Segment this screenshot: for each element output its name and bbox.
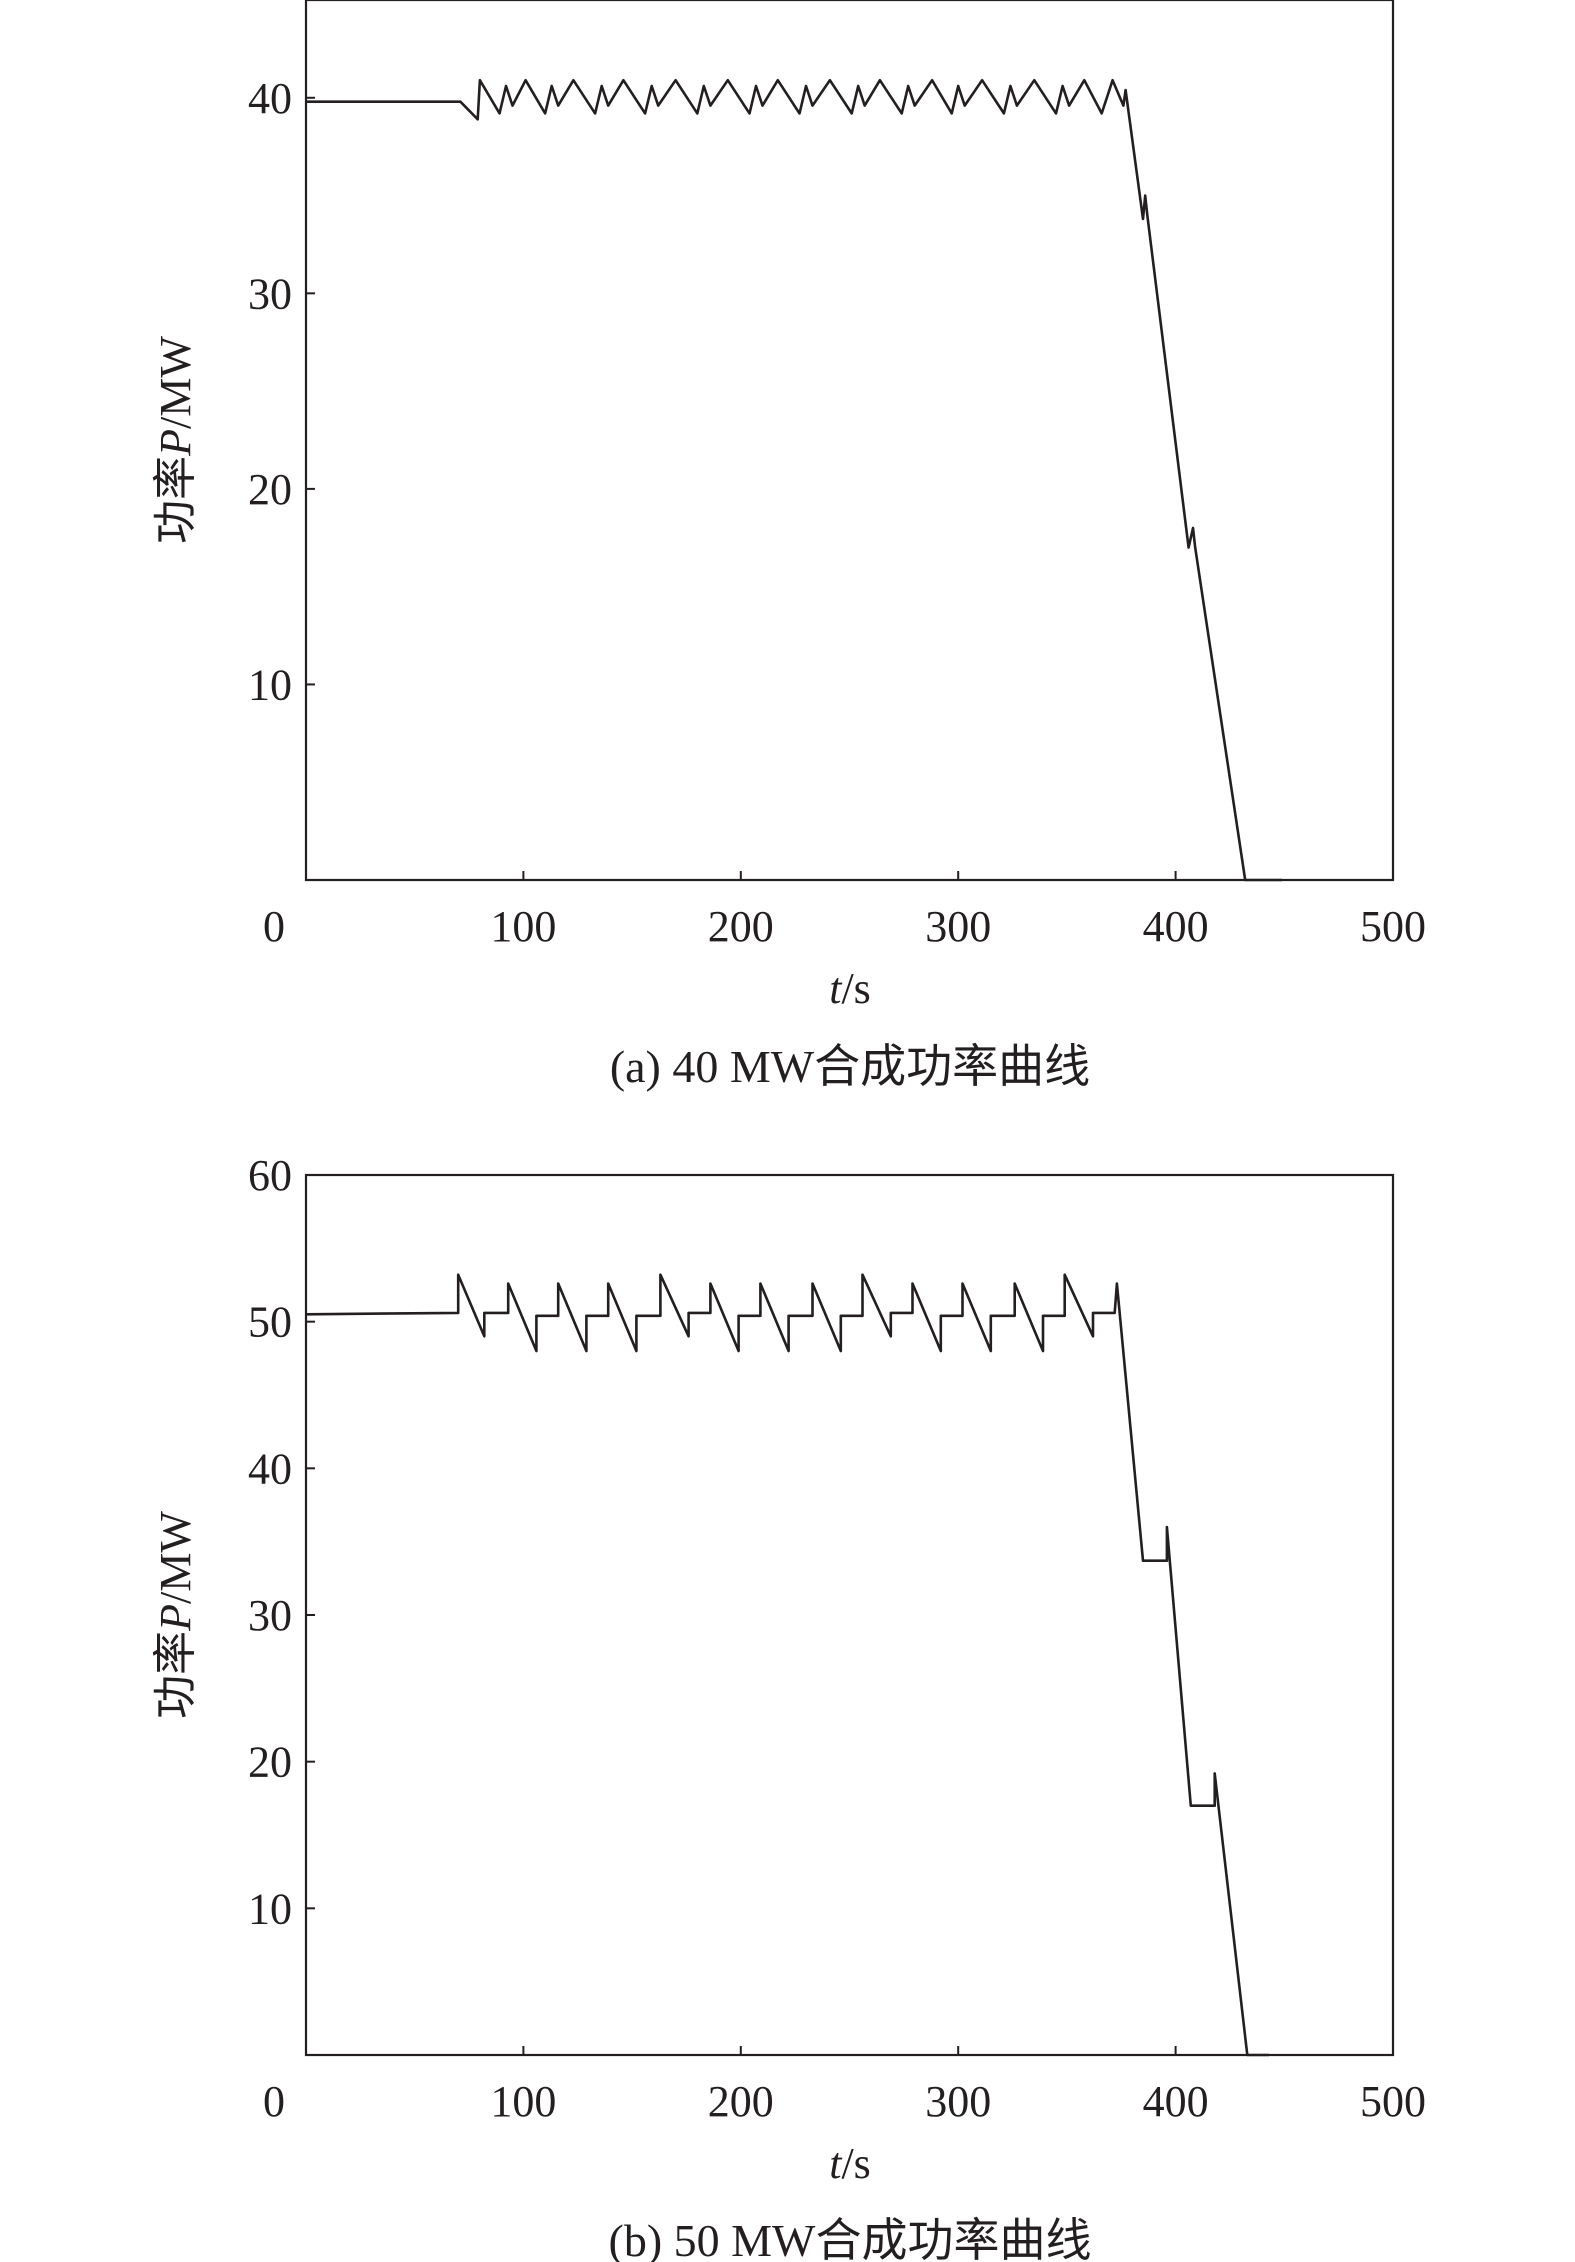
x-ticks-b: 0 100 200 300 400 500: [263, 2046, 1426, 2126]
y-tick-label: 20: [248, 465, 292, 514]
x-tick-label: 200: [708, 2077, 774, 2126]
plot-area-b: [304, 1173, 1395, 2057]
y-axis-label-a: 功率P/MW: [151, 336, 200, 544]
x-tick-label: 0: [263, 902, 285, 951]
y-tick-label: 30: [248, 269, 292, 318]
caption-a: (a) 40 MW合成功率曲线: [610, 1041, 1090, 1092]
x-axis-label-a: t/s: [829, 964, 871, 1013]
y-tick-label: 10: [248, 660, 292, 709]
y-ticks-a: 10 20 30 40: [248, 74, 315, 709]
plot-area-a: [304, 0, 1395, 882]
y-tick-label: 30: [248, 1591, 292, 1640]
y-tick-label: 40: [248, 74, 292, 123]
y-tick-label: 20: [248, 1738, 292, 1787]
x-tick-label: 500: [1360, 902, 1426, 951]
x-tick-label: 0: [263, 2077, 285, 2126]
x-tick-label: 100: [490, 902, 556, 951]
y-tick-label: 60: [248, 1151, 292, 1200]
x-tick-label: 400: [1143, 902, 1209, 951]
x-tick-label: 200: [708, 902, 774, 951]
x-tick-label: 500: [1360, 2077, 1426, 2126]
caption-b: (b) 50 MW合成功率曲线: [609, 2215, 1092, 2262]
power-line-a: [306, 78, 1283, 882]
x-tick-label: 300: [925, 902, 991, 951]
panel-b: 10 20 30 40 50 60 0 100 200 300 400 500 功率P/MW t/s…: [151, 1151, 1426, 2262]
x-axis-label-b: t/s: [829, 2139, 871, 2188]
x-tick-label: 100: [490, 2077, 556, 2126]
x-ticks-a: 0 100 200 300 400 500: [263, 871, 1426, 951]
y-axis-label-b: 功率P/MW: [151, 1511, 200, 1719]
y-tick-label: 50: [248, 1298, 292, 1347]
power-line-b: [305, 1273, 1270, 2057]
panel-a: 10 20 30 40 0 100 200 300 400 500 功率P/MW t/s (a)…: [151, 0, 1426, 1092]
y-ticks-b: 10 20 30 40 50 60: [248, 1151, 315, 1933]
x-tick-label: 400: [1143, 2077, 1209, 2126]
y-tick-label: 10: [248, 1884, 292, 1933]
y-tick-label: 40: [248, 1444, 292, 1493]
x-tick-label: 300: [925, 2077, 991, 2126]
